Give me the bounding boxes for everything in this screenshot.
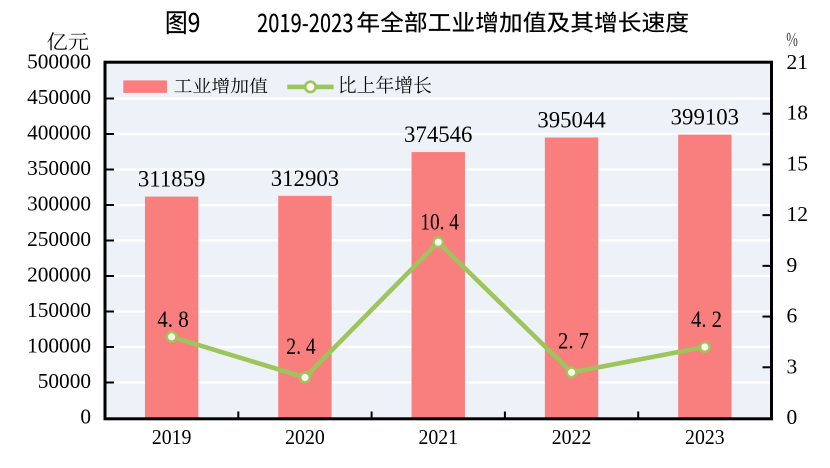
svg-text:50000: 50000 (38, 369, 91, 393)
svg-text:150000: 150000 (27, 298, 91, 322)
svg-text:300000: 300000 (27, 192, 91, 216)
svg-text:6: 6 (787, 304, 798, 328)
svg-text:2. 4: 2. 4 (286, 334, 316, 360)
svg-text:3: 3 (787, 354, 798, 378)
svg-text:500000: 500000 (27, 50, 91, 74)
svg-text:311859: 311859 (138, 167, 206, 192)
svg-text:2021: 2021 (418, 425, 458, 449)
svg-text:0: 0 (80, 405, 91, 429)
svg-text:21: 21 (787, 50, 809, 74)
svg-text:4. 8: 4. 8 (157, 307, 189, 333)
svg-text:350000: 350000 (27, 156, 91, 180)
svg-text:250000: 250000 (27, 227, 91, 251)
svg-text:374546: 374546 (404, 122, 472, 147)
svg-text:4. 2: 4. 2 (691, 307, 722, 333)
svg-text:395044: 395044 (537, 108, 606, 133)
svg-text:18: 18 (787, 101, 809, 125)
svg-text:9: 9 (787, 253, 798, 277)
svg-text:450000: 450000 (27, 85, 91, 109)
svg-text:2019: 2019 (152, 425, 192, 449)
svg-text:2023: 2023 (685, 425, 725, 449)
svg-text:15: 15 (787, 151, 809, 175)
svg-text:399103: 399103 (671, 105, 739, 130)
svg-text:10. 4: 10. 4 (420, 209, 459, 235)
svg-text:400000: 400000 (27, 121, 91, 145)
svg-text:0: 0 (787, 405, 798, 429)
svg-text:200000: 200000 (27, 263, 91, 287)
svg-text:2020: 2020 (285, 425, 325, 449)
svg-text:2. 7: 2. 7 (558, 329, 589, 355)
svg-text:312903: 312903 (271, 166, 339, 191)
svg-text:100000: 100000 (27, 334, 91, 358)
svg-text:2022: 2022 (552, 425, 592, 449)
svg-text:12: 12 (787, 202, 809, 226)
